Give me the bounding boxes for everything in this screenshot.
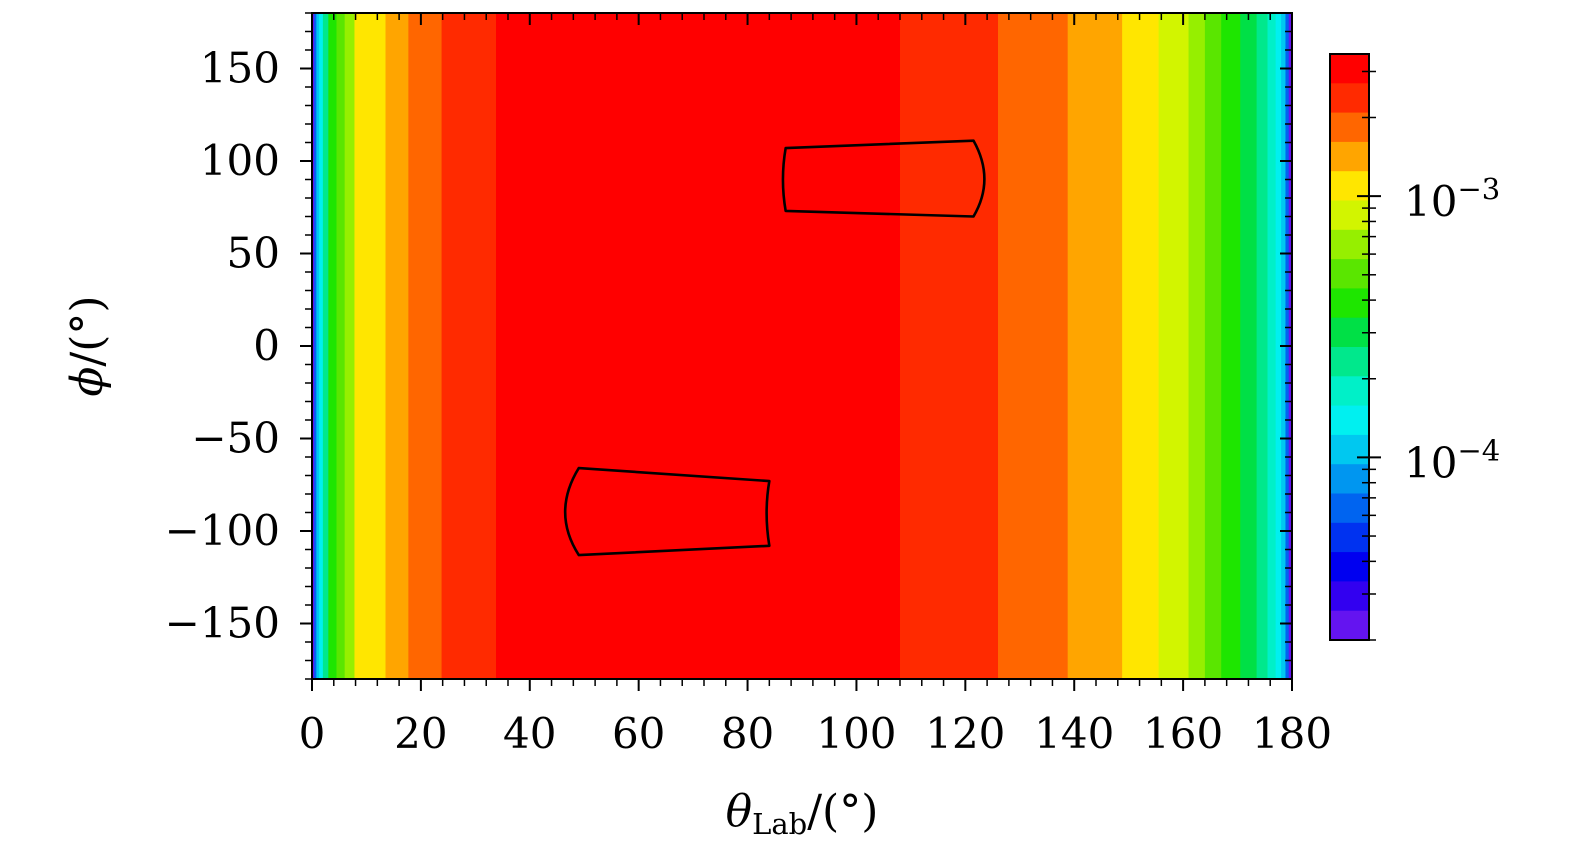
heatmap-band: [1275, 13, 1282, 679]
y-tick-label: −50: [191, 414, 280, 463]
x-axis-subscript: Lab: [752, 807, 807, 841]
colorbar: 10−310−4: [1329, 53, 1500, 641]
heatmap-band: [1067, 13, 1123, 679]
colorbar-segment: [1330, 200, 1369, 231]
colorbar-tick-label: 10−4: [1404, 433, 1500, 487]
colorbar-segment: [1330, 83, 1369, 114]
colorbar-segment: [1330, 347, 1369, 377]
y-axis-ticks: 150 100 50 0 −50 −100 −150: [165, 12, 1292, 680]
y-tick-label: 100: [200, 136, 280, 185]
colorbar-segment: [1330, 522, 1369, 553]
heatmap-band: [1240, 13, 1258, 679]
x-axis-title: θLab/(°): [726, 786, 879, 841]
x-tick-label: 120: [925, 709, 1005, 758]
y-axis-title: ϕ/(°): [62, 295, 113, 396]
heatmap-band: [998, 13, 1069, 679]
x-axis-unit: /(°): [807, 786, 878, 837]
colorbar-segment: [1330, 141, 1369, 172]
colorbar-segment: [1330, 610, 1369, 641]
y-tick-label: 50: [227, 229, 280, 278]
colorbar-segment: [1330, 552, 1369, 582]
detector-regions: [563, 139, 986, 557]
heatmap-band: [336, 13, 346, 679]
x-tick-label: 80: [721, 709, 774, 758]
heatmap-bands: [312, 13, 1293, 679]
y-tick-label: −100: [165, 506, 280, 555]
y-tick-label: 150: [200, 44, 280, 93]
heatmap-band: [408, 13, 443, 679]
heatmap-band: [354, 13, 387, 679]
x-tick-label: 20: [394, 709, 447, 758]
heatmap-band: [312, 13, 315, 679]
heatmap-band: [1256, 13, 1269, 679]
x-tick-label: 140: [1034, 709, 1114, 758]
x-axis-ticks: 0 20 40 60 80 100 120 140 160 180: [299, 13, 1332, 758]
x-tick-label: 100: [816, 709, 896, 758]
x-tick-label: 60: [612, 709, 665, 758]
colorbar-label-exponent: −3: [1457, 172, 1500, 206]
y-tick-label: 0: [253, 321, 280, 370]
heatmap-band: [496, 13, 901, 679]
heatmap-band: [1204, 13, 1222, 679]
colorbar-label-exponent: −4: [1457, 433, 1500, 467]
heatmap-band: [314, 13, 317, 679]
colorbar-segment: [1330, 229, 1369, 260]
colorbar-frame: [1329, 53, 1370, 641]
colorbar-label-base: 10: [1404, 177, 1457, 226]
x-tick-label: 40: [503, 709, 556, 758]
heatmap-band: [319, 13, 324, 679]
x-tick-label: 180: [1252, 709, 1332, 758]
heatmap-band: [441, 13, 497, 679]
heatmap-band: [385, 13, 409, 679]
y-axis-unit: /(°): [62, 295, 113, 366]
heatmap-band: [316, 13, 320, 679]
colorbar-segment: [1330, 54, 1369, 84]
y-tick-label: −150: [165, 599, 280, 648]
heatmap-band: [900, 13, 999, 679]
y-axis-symbol: ϕ: [62, 367, 113, 397]
heatmap-band: [344, 13, 356, 679]
heatmap-band: [328, 13, 338, 679]
heatmap-band: [1188, 13, 1206, 679]
detector-upper: [781, 139, 986, 218]
colorbar-label-base: 10: [1404, 438, 1457, 487]
colorbar-tick-label: 10−3: [1404, 172, 1500, 226]
x-tick-label: 160: [1143, 709, 1223, 758]
heatmap-band: [1221, 13, 1241, 679]
heatmap-band: [1158, 13, 1190, 679]
colorbar-segment: [1330, 581, 1369, 612]
heatmap-band: [1122, 13, 1160, 679]
colorbar-segment: [1330, 288, 1369, 319]
colorbar-segment: [1330, 405, 1369, 436]
colorbar-segment: [1330, 434, 1369, 465]
heatmap-band: [1267, 13, 1277, 679]
x-axis-symbol: θ: [726, 786, 753, 837]
colorbar-segment: [1330, 376, 1369, 407]
detector-lower: [563, 466, 771, 557]
x-tick-label: 0: [299, 709, 326, 758]
heatmap-band: [322, 13, 329, 679]
